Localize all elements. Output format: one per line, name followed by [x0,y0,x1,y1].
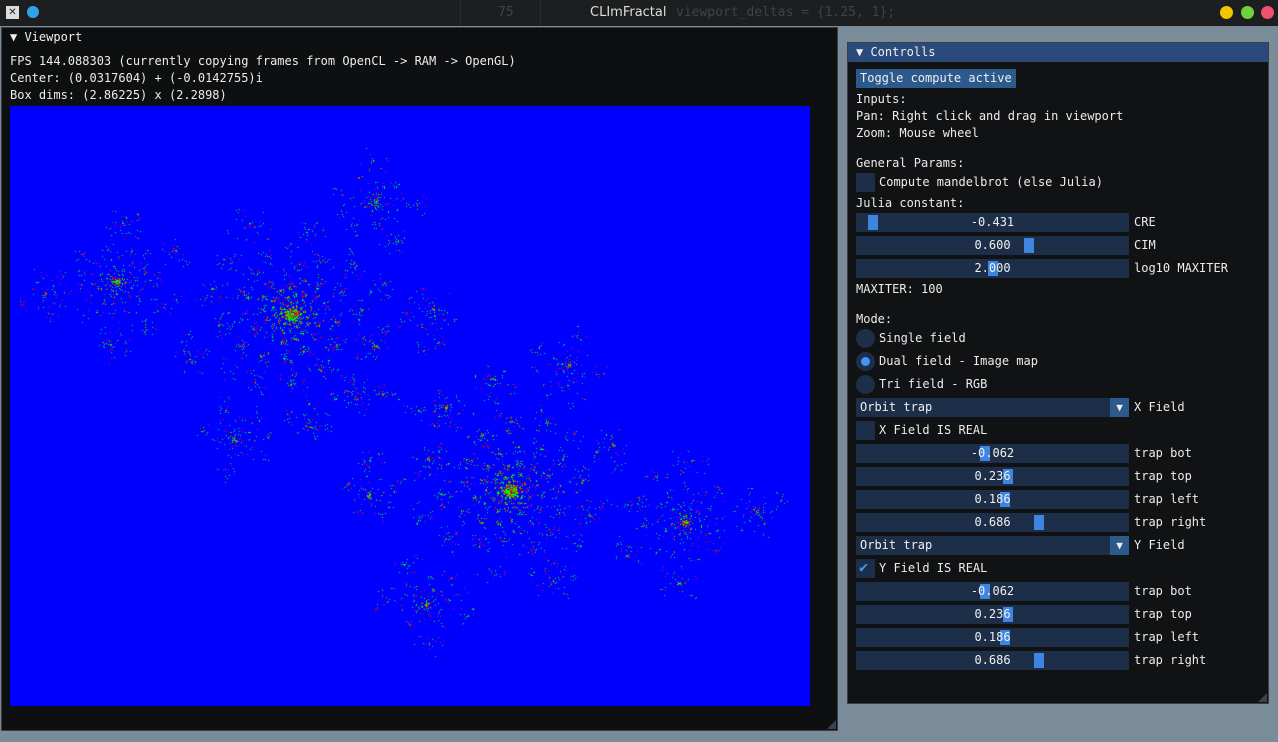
slider-value: 0.686 [974,653,1011,667]
slider-value: 0.186 [974,630,1011,644]
slider-grab-handle[interactable] [1023,238,1034,253]
y-trap-right-slider[interactable]: 0.686 [856,651,1129,670]
background-code-line: viewport_deltas = {1.25, 1}; [676,5,896,20]
y-trap-bot-slider[interactable]: -0.062 [856,582,1129,601]
close-button[interactable] [1261,6,1274,19]
slider-grab-handle[interactable] [1034,515,1045,530]
y-trap-left-slider[interactable]: 0.186 [856,628,1129,647]
maximize-button[interactable] [1241,6,1254,19]
app-menu-icon[interactable]: ✕ [6,6,19,19]
y-trap-top-label: trap top [1134,607,1192,621]
slider-grab-handle[interactable] [1003,607,1014,622]
x-trap-bot-slider[interactable]: -0.062 [856,444,1129,463]
x-trap-right-label: trap right [1134,515,1207,529]
slider-value: -0.062 [970,584,1015,598]
julia-constant-heading: Julia constant: [856,196,965,210]
center-readout: Center: (0.0317604) + (-0.0142755)i [10,71,263,85]
x-trap-left-slider[interactable]: 0.186 [856,490,1129,509]
slider-grab-handle[interactable] [979,584,990,599]
mode-heading: Mode: [856,312,893,326]
slider-grab-handle[interactable] [868,215,879,230]
radio-dot-icon [861,357,870,366]
inputs-heading: Inputs: [856,92,907,106]
fractal-canvas[interactable] [10,106,810,706]
slider-value: 2.000 [974,261,1011,275]
checkmark-icon: ✔ [859,558,869,576]
viewport-resize-grip[interactable] [827,720,836,729]
pan-hint: Pan: Right click and drag in viewport [856,109,1124,123]
y-trap-right-label: trap right [1134,653,1207,667]
x-trap-top-slider[interactable]: 0.236 [856,467,1129,486]
general-params-heading: General Params: [856,156,965,170]
cre-slider[interactable]: -0.431 [856,213,1129,232]
background-line-number: 75 [498,5,514,20]
mandelbrot-label: Compute mandelbrot (else Julia) [879,175,1103,189]
maxiter-label: log10 MAXITER [1134,261,1228,275]
x-field-label: X Field [1134,400,1185,414]
box-dims-readout: Box dims: (2.86225) x (2.2898) [10,88,227,102]
controls-title-bar[interactable]: ▼ Controlls [848,43,1268,62]
slider-value: -0.431 [970,215,1015,229]
mode-tri-radio[interactable] [856,375,875,394]
slider-grab-handle[interactable] [1003,469,1014,484]
slider-value: -0.062 [970,446,1015,460]
window-title: CLImFractal [590,5,667,20]
status-dot-icon [27,6,39,18]
cre-label: CRE [1134,215,1156,229]
x-field-real-checkbox[interactable] [856,421,875,440]
slider-grab-handle[interactable] [987,261,998,276]
slider-grab-handle[interactable] [1034,653,1045,668]
mode-dual-radio[interactable] [856,352,875,371]
maxiter-readout: MAXITER: 100 [856,282,943,296]
slider-grab-handle[interactable] [1000,492,1011,507]
y-field-real-checkbox[interactable]: ✔ [856,558,875,578]
y-field-label: Y Field [1134,538,1185,552]
x-trap-left-label: trap left [1134,492,1200,506]
slider-grab-handle[interactable] [1000,630,1011,645]
x-trap-right-slider[interactable]: 0.686 [856,513,1129,532]
viewport-title-bar[interactable]: ▼ Viewport [2,28,837,47]
controls-resize-grip[interactable] [1258,693,1267,702]
minimize-button[interactable] [1220,6,1233,19]
slider-value: 0.236 [974,607,1011,621]
slider-grab-handle[interactable] [979,446,990,461]
mode-tri-label: Tri field - RGB [879,377,988,391]
background-editor: 75 viewport_deltas = {1.25, 1}; [340,0,900,26]
fps-readout: FPS 144.088303 (currently copying frames… [10,54,516,68]
mandelbrot-checkbox[interactable] [856,173,875,192]
mode-dual-label: Dual field - Image map [879,354,1038,368]
mode-single-radio[interactable] [856,329,875,348]
slider-value: 0.236 [974,469,1011,483]
y-trap-left-label: trap left [1134,630,1200,644]
x-trap-top-label: trap top [1134,469,1192,483]
toggle-compute-button[interactable]: Toggle compute active [856,69,1016,88]
x-field-real-label: X Field IS REAL [879,423,988,437]
cim-slider[interactable]: 0.600 [856,236,1129,255]
mode-single-label: Single field [879,331,966,345]
os-title-bar: ✕ 75 viewport_deltas = {1.25, 1}; CLImFr… [0,0,1278,26]
chevron-down-icon[interactable]: ▼ [1110,536,1129,555]
y-field-real-label: Y Field IS REAL [879,561,988,575]
slider-value: 0.600 [974,238,1011,252]
x-field-combo[interactable]: Orbit trap ▼ [856,398,1129,417]
y-field-combo-value: Orbit trap [860,538,933,552]
y-trap-bot-label: trap bot [1134,584,1192,598]
viewport-window: ▼ Viewport FPS 144.088303 (currently cop… [1,27,838,731]
y-field-combo[interactable]: Orbit trap ▼ [856,536,1129,555]
controls-window: ▼ Controlls Toggle compute active Inputs… [847,42,1269,704]
cim-label: CIM [1134,238,1156,252]
x-field-combo-value: Orbit trap [860,400,933,414]
y-trap-top-slider[interactable]: 0.236 [856,605,1129,624]
maxiter-slider[interactable]: 2.000 [856,259,1129,278]
slider-value: 0.186 [974,492,1011,506]
zoom-hint: Zoom: Mouse wheel [856,126,979,140]
chevron-down-icon[interactable]: ▼ [1110,398,1129,417]
slider-value: 0.686 [974,515,1011,529]
x-trap-bot-label: trap bot [1134,446,1192,460]
